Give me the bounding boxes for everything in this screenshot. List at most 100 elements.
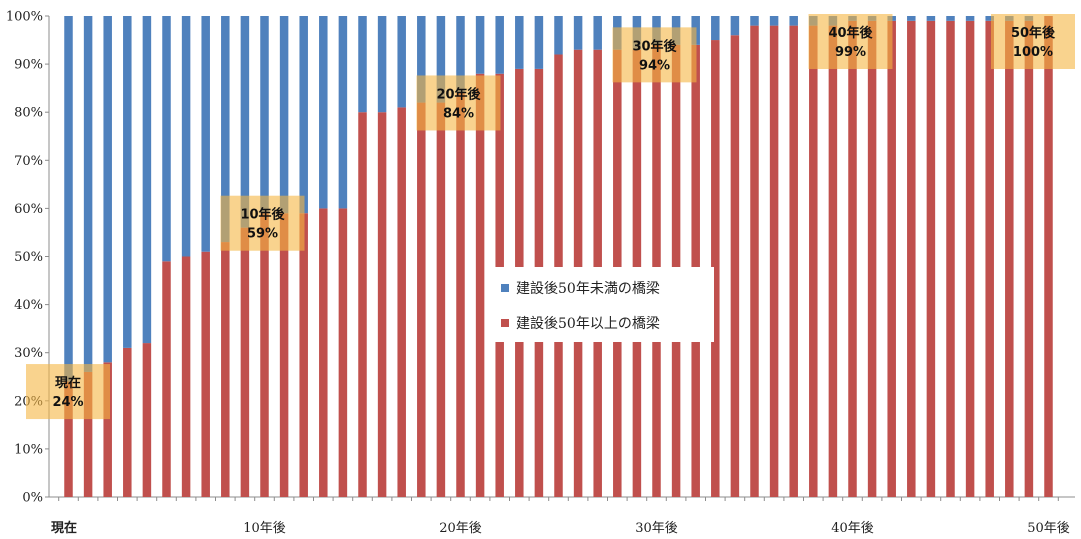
x-tick-label: 50年後 bbox=[1027, 521, 1070, 536]
y-tick-label: 10% bbox=[14, 442, 43, 457]
bar-under-50 bbox=[260, 16, 269, 214]
bar-under-50 bbox=[83, 16, 93, 372]
bar-over-50 bbox=[887, 20, 896, 498]
x-tick-label: 10年後 bbox=[243, 521, 286, 536]
bar-under-50 bbox=[946, 16, 955, 21]
bar-over-50 bbox=[319, 208, 328, 497]
bar-under-50 bbox=[103, 16, 112, 363]
annotation-value: 99% bbox=[835, 45, 866, 60]
bar-over-50 bbox=[711, 40, 720, 498]
bar-under-50 bbox=[495, 16, 504, 74]
bar-over-50 bbox=[260, 213, 269, 497]
bar-under-50 bbox=[397, 16, 406, 108]
bar-under-50 bbox=[965, 16, 975, 21]
annotations: 現在 24% 10年後 59% 20年後 84% 30年後 94% 40年後 99% 50年後 100… bbox=[26, 14, 1075, 420]
bar-over-50 bbox=[750, 25, 759, 498]
legend-swatch-under-50 bbox=[501, 284, 509, 292]
bar-over-50 bbox=[377, 112, 387, 497]
annotation-box bbox=[991, 14, 1075, 69]
bar-over-50 bbox=[123, 347, 132, 497]
bar-under-50 bbox=[554, 16, 563, 55]
annotation-value: 100% bbox=[1013, 45, 1053, 60]
bar-over-50 bbox=[769, 25, 779, 498]
bar-over-50 bbox=[946, 20, 955, 498]
legend-label-under-50: 建設後50年未満の橋梁 bbox=[516, 281, 660, 297]
bar-under-50 bbox=[534, 16, 544, 69]
bar-over-50 bbox=[181, 256, 191, 497]
y-tick-label: 30% bbox=[14, 346, 43, 361]
bar-over-50 bbox=[142, 343, 152, 497]
bar-under-50 bbox=[338, 16, 348, 209]
annotation-box bbox=[416, 75, 501, 131]
annotation-label: 現在 bbox=[55, 375, 81, 391]
bar-over-50 bbox=[965, 20, 975, 498]
bar-over-50 bbox=[358, 112, 367, 497]
x-tick-label: 30年後 bbox=[635, 521, 678, 536]
annotation-label: 30年後 bbox=[632, 38, 677, 54]
y-tick-label: 50% bbox=[14, 250, 43, 265]
bar-over-50 bbox=[985, 20, 994, 498]
bar-under-50 bbox=[985, 16, 994, 21]
bar-over-50 bbox=[1005, 20, 1014, 498]
bar-over-50 bbox=[201, 251, 210, 497]
bar-under-50 bbox=[750, 16, 759, 26]
bar-over-50 bbox=[338, 208, 348, 497]
bar-over-50 bbox=[1044, 16, 1053, 497]
bar-under-50 bbox=[926, 16, 936, 21]
bar-under-50 bbox=[436, 16, 446, 103]
y-tick-label: 100% bbox=[6, 10, 43, 25]
bar-over-50 bbox=[397, 107, 406, 497]
annotation-label: 20年後 bbox=[436, 86, 481, 102]
annotation-value: 84% bbox=[443, 106, 474, 121]
bar-under-50 bbox=[64, 16, 73, 382]
bar-over-50 bbox=[221, 242, 230, 497]
bar-over-50 bbox=[417, 102, 426, 497]
bar-over-50 bbox=[162, 261, 171, 497]
bar-under-50 bbox=[377, 16, 387, 113]
bar-under-50 bbox=[456, 16, 465, 93]
bar-under-50 bbox=[162, 16, 171, 262]
axes: 0%10%20%30%40%50%60%70%80%90%100%現在10年後2… bbox=[6, 10, 1075, 536]
bar-under-50 bbox=[573, 16, 583, 50]
bar-under-50 bbox=[221, 16, 230, 243]
bar-under-50 bbox=[201, 16, 210, 252]
bar-over-50 bbox=[240, 227, 250, 497]
bar-under-50 bbox=[240, 16, 250, 228]
bar-under-50 bbox=[417, 16, 426, 103]
bar-over-50 bbox=[279, 213, 289, 497]
bar-under-50 bbox=[593, 16, 602, 50]
bar-over-50 bbox=[809, 25, 818, 498]
bar-under-50 bbox=[475, 16, 485, 74]
bar-under-50 bbox=[730, 16, 740, 36]
y-tick-label: 40% bbox=[14, 298, 43, 313]
bar-under-50 bbox=[358, 16, 367, 113]
y-tick-label: 80% bbox=[14, 106, 43, 121]
bar-under-50 bbox=[789, 16, 798, 26]
bar-over-50 bbox=[456, 92, 465, 498]
annotation-box bbox=[26, 364, 110, 420]
x-tick-label: 現在 bbox=[51, 520, 77, 536]
bar-over-50 bbox=[475, 73, 485, 497]
bar-over-50 bbox=[828, 25, 838, 498]
annotation-value: 59% bbox=[247, 227, 278, 242]
bar-under-50 bbox=[515, 16, 524, 69]
y-tick-label: 70% bbox=[14, 154, 43, 169]
bar-over-50 bbox=[103, 362, 112, 497]
bar-under-50 bbox=[319, 16, 328, 209]
bar-under-50 bbox=[907, 16, 916, 21]
x-tick-label: 40年後 bbox=[831, 521, 874, 536]
annotation-box bbox=[808, 14, 893, 69]
bar-over-50 bbox=[789, 25, 798, 498]
y-tick-label: 60% bbox=[14, 202, 43, 217]
legend: 建設後50年未満の橋梁 建設後50年以上の橋梁 bbox=[488, 267, 714, 342]
bar-under-50 bbox=[769, 16, 779, 26]
bar-over-50 bbox=[64, 381, 73, 497]
bar-under-50 bbox=[181, 16, 191, 257]
bar-under-50 bbox=[299, 16, 308, 214]
bar-under-50 bbox=[142, 16, 152, 344]
annotation-value: 94% bbox=[639, 58, 670, 73]
bar-over-50 bbox=[926, 20, 936, 498]
annotation-value: 24% bbox=[52, 395, 83, 410]
legend-swatch-over-50 bbox=[501, 319, 509, 327]
annotation-box bbox=[220, 195, 305, 251]
